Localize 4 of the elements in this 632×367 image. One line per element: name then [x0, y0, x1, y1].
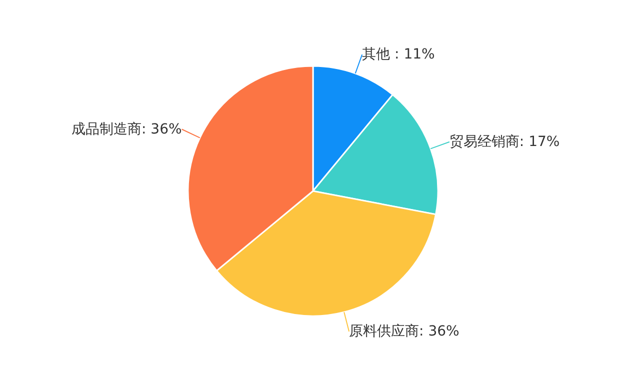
slice-label: 原料供应商: 36%	[349, 323, 460, 340]
slice-label: 贸易经销商: 17%	[449, 134, 560, 150]
slice-label: 其他 : 11%	[362, 46, 435, 63]
slice-label: 成品制造商: 36%	[72, 121, 182, 138]
